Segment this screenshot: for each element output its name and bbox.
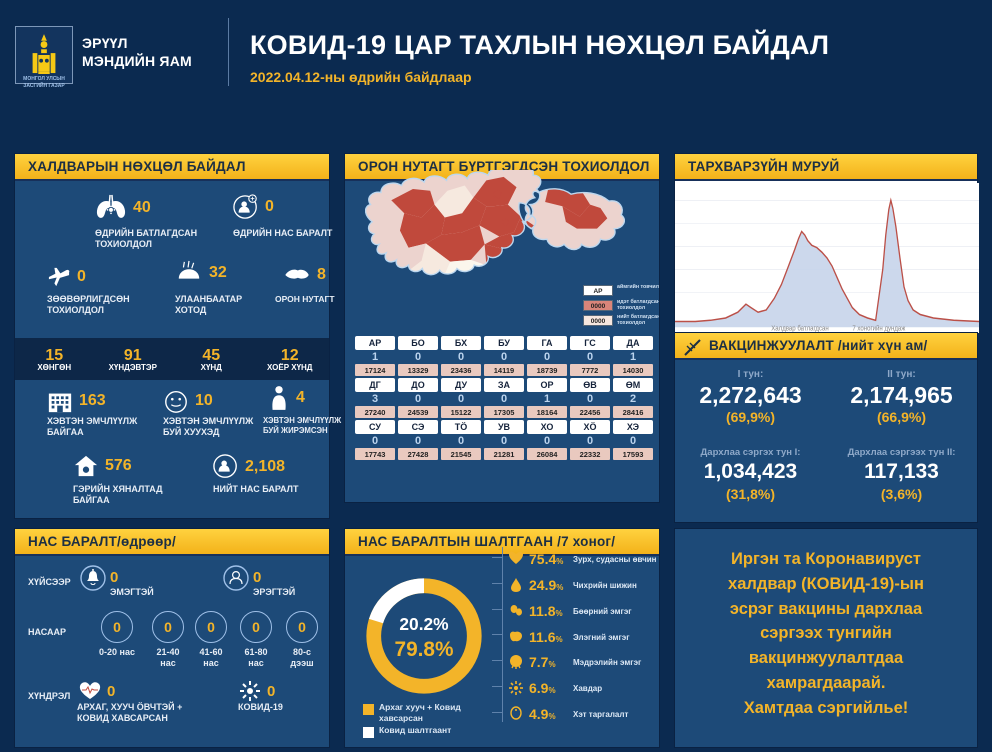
svg-text:79.8%: 79.8% [395, 638, 454, 661]
svg-text:20.2%: 20.2% [399, 614, 448, 634]
